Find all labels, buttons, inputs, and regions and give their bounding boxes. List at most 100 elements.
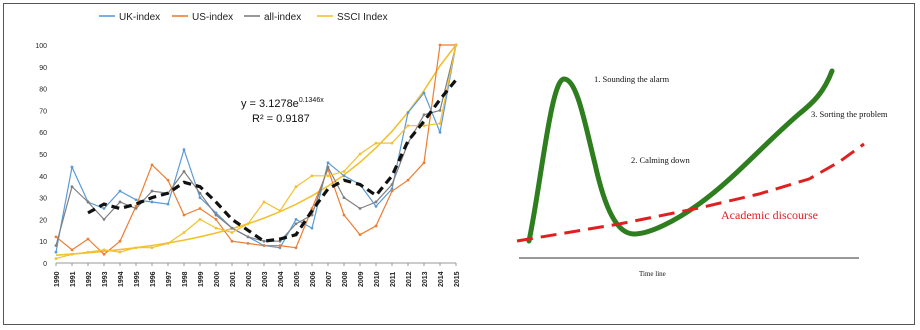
- series-point: [327, 166, 330, 169]
- series-point: [343, 196, 346, 199]
- series-point: [183, 214, 186, 217]
- x-tick-label: 2013: [422, 271, 429, 287]
- trend-equation: y = 3.1278e0.1346x: [241, 97, 324, 110]
- series-point: [423, 92, 426, 95]
- series-point: [151, 190, 154, 193]
- series-point: [391, 190, 394, 193]
- series-point: [311, 174, 314, 177]
- y-tick-label: 100: [35, 43, 47, 50]
- series-point: [151, 201, 154, 204]
- series-point: [103, 253, 106, 256]
- series-point: [423, 161, 426, 164]
- series-point: [167, 179, 170, 182]
- x-tick-label: 2007: [326, 271, 333, 287]
- series-point: [55, 235, 58, 238]
- y-tick-label: 80: [39, 87, 47, 94]
- series-point: [359, 207, 362, 210]
- x-tick-label: 1993: [102, 271, 109, 287]
- series-point: [151, 164, 154, 167]
- x-tick-label: 1991: [70, 271, 77, 287]
- label-academic-discourse: Academic discourse: [721, 208, 818, 222]
- series-point: [71, 166, 74, 169]
- series-point: [119, 251, 122, 254]
- x-tick-label: 1995: [134, 271, 141, 287]
- series-line-all-index: [56, 45, 456, 246]
- series-point: [55, 251, 58, 254]
- series-point: [55, 244, 58, 247]
- series-point: [391, 142, 394, 145]
- x-tick-label: 2010: [374, 271, 381, 287]
- series-point: [71, 185, 74, 188]
- series-point: [167, 242, 170, 245]
- series-point: [375, 142, 378, 145]
- series-point: [231, 227, 234, 230]
- series-point: [295, 246, 298, 249]
- y-tick-label: 10: [39, 239, 47, 246]
- series-point: [279, 209, 282, 212]
- series-point: [231, 231, 234, 234]
- series-point: [247, 235, 250, 238]
- series-point: [343, 174, 346, 177]
- legend-label: all-index: [264, 12, 301, 23]
- label-time-line: Time line: [639, 270, 666, 278]
- y-tick-label: 0: [43, 261, 47, 268]
- x-tick-label: 1996: [150, 271, 157, 287]
- series-point: [71, 249, 74, 252]
- y-tick-label: 20: [39, 217, 47, 224]
- x-tick-label: 1999: [198, 271, 205, 287]
- x-tick-label: 2014: [438, 271, 445, 287]
- legend-label: UK-index: [119, 12, 160, 23]
- series-point: [183, 170, 186, 173]
- exponential-trend-line: [56, 45, 456, 255]
- series-point: [167, 203, 170, 206]
- series-point: [231, 240, 234, 243]
- y-tick-label: 40: [39, 174, 47, 181]
- y-tick-label: 60: [39, 130, 47, 137]
- chart-legend: UK-index US-index all-index SSCI Index: [99, 12, 388, 23]
- series-point: [439, 109, 442, 112]
- series-point: [87, 238, 90, 241]
- series-point: [215, 227, 218, 230]
- legend-label: SSCI Index: [337, 12, 388, 23]
- series-point: [391, 183, 394, 186]
- trend-r-squared: R² = 0.9187: [252, 113, 310, 125]
- trend-annotation: y = 3.1278e0.1346x R² = 0.9187: [241, 97, 324, 125]
- x-tick-label: 1994: [118, 271, 125, 287]
- y-tick-label: 70: [39, 108, 47, 115]
- series-point: [103, 249, 106, 252]
- series-point: [199, 192, 202, 195]
- series-point: [359, 233, 362, 236]
- series-point: [183, 148, 186, 151]
- x-tick-label: 1990: [54, 271, 61, 287]
- chart-series: [55, 44, 458, 260]
- index-line-chart: 01020304050607080901001990 1991 1992 1993 19…: [4, 4, 464, 324]
- series-point: [199, 218, 202, 221]
- x-tick-label: 2006: [310, 271, 317, 287]
- red-academic-discourse-line: [517, 144, 864, 241]
- series-point: [199, 207, 202, 210]
- x-tick-label: 2005: [294, 271, 301, 287]
- series-point: [407, 179, 410, 182]
- series-point: [311, 227, 314, 230]
- series-point: [439, 122, 442, 125]
- series-point: [71, 253, 74, 256]
- series-point: [327, 174, 330, 177]
- series-point: [87, 201, 90, 204]
- series-point: [375, 225, 378, 228]
- series-point: [359, 153, 362, 156]
- x-tick-label: 2000: [214, 271, 221, 287]
- x-tick-label: 2004: [278, 271, 285, 287]
- series-point: [407, 111, 410, 114]
- series-point: [455, 44, 458, 47]
- series-point: [407, 124, 410, 127]
- series-point: [263, 240, 266, 243]
- series-point: [87, 251, 90, 254]
- y-tick-label: 50: [39, 152, 47, 159]
- label-calming-down: 2. Calming down: [631, 155, 691, 165]
- series-point: [103, 218, 106, 221]
- series-point: [199, 196, 202, 199]
- series-point: [215, 214, 218, 217]
- series-point: [295, 218, 298, 221]
- series-point: [423, 113, 426, 116]
- x-tick-label: 1992: [86, 271, 93, 287]
